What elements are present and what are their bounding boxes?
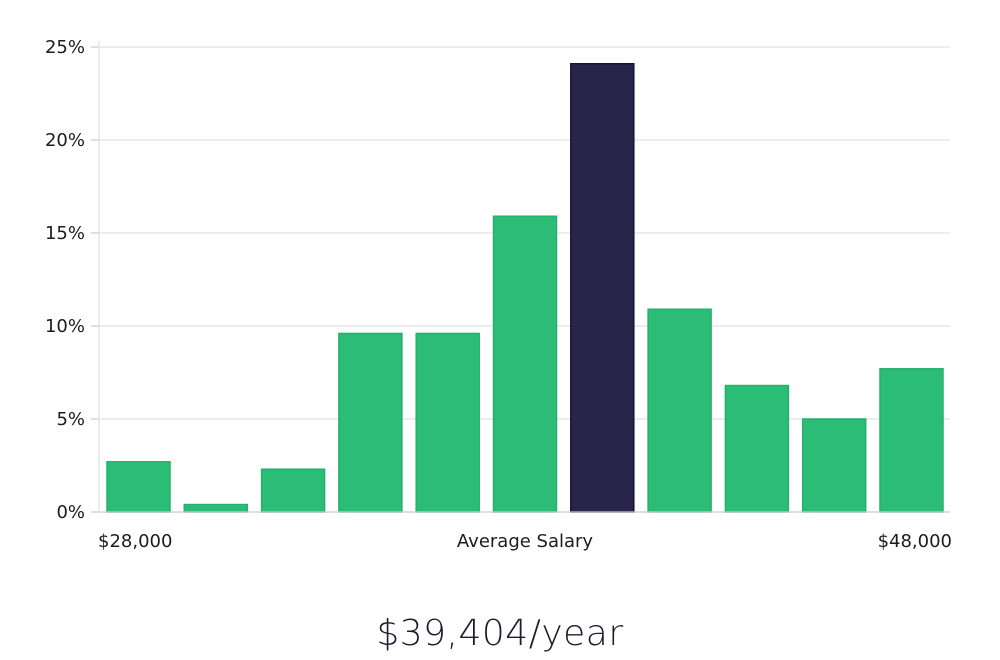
bar-highlighted [570,62,635,513]
y-tick-label: 25% [45,37,85,58]
y-axis-ticks: 0% 5% 10% 15% 20% 25% [45,37,99,523]
bar [260,468,326,513]
y-tick-label: 0% [56,502,85,523]
bar [492,215,558,513]
y-tick-label: 20% [45,130,85,151]
y-tick-label: 5% [56,409,85,430]
x-axis-title: Average Salary [457,531,594,552]
x-axis-max-label: $48,000 [878,531,952,552]
y-tick-label: 10% [45,316,85,337]
bar [183,503,249,513]
y-tick-label: 15% [45,223,85,244]
bar [106,461,171,513]
bar [801,418,867,513]
bar [647,308,712,513]
bar [879,368,944,513]
x-axis-min-label: $28,000 [98,531,172,552]
average-salary-value: $39,404/year [376,613,624,654]
bars [106,62,944,513]
bar [724,384,790,513]
bar [415,332,480,513]
bar [338,332,403,513]
